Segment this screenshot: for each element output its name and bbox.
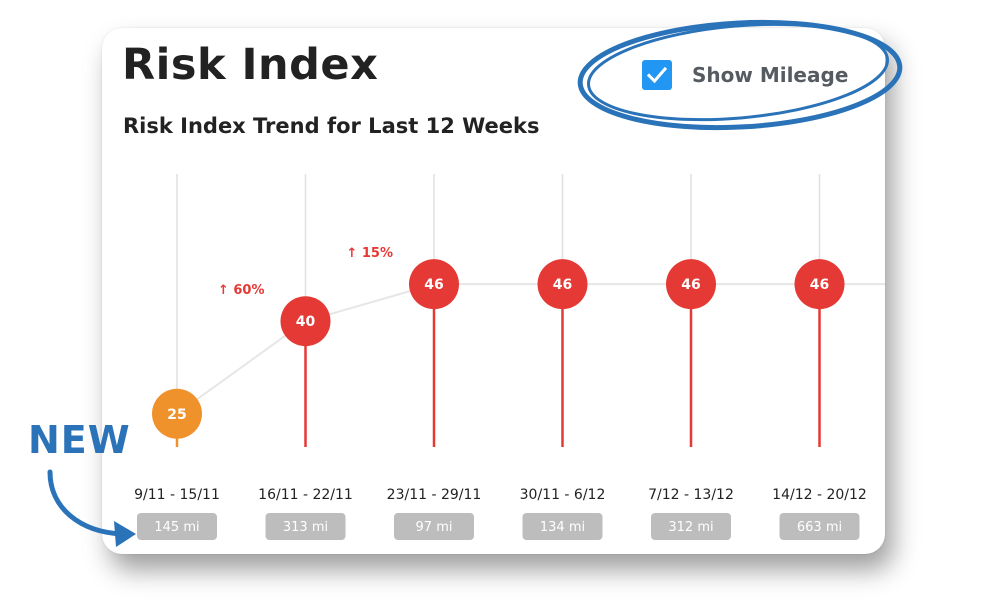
week-tick-label: 9/11 - 15/11 — [134, 487, 220, 503]
mileage-label: 663 mi — [797, 520, 842, 535]
risk-value-label: 40 — [296, 314, 316, 330]
mileage-pill — [651, 513, 731, 540]
risk-point[interactable] — [794, 259, 845, 310]
risk-point[interactable] — [666, 259, 716, 310]
risk-value-label: 46 — [424, 277, 443, 293]
risk-value-label: 46 — [681, 277, 700, 293]
week-tick-label: 30/11 - 6/12 — [520, 487, 606, 503]
new-annotation-label: NEW — [28, 418, 131, 462]
mileage-label: 134 mi — [540, 520, 585, 535]
mileage-pill — [522, 513, 603, 540]
mileage-label: 313 mi — [283, 520, 328, 535]
percent-change-label: ↑ 60% — [218, 283, 265, 298]
risk-point[interactable] — [537, 259, 588, 310]
risk-point[interactable] — [152, 388, 202, 439]
mileage-pill — [265, 513, 346, 540]
percent-change-label: ↑ 15% — [346, 246, 393, 261]
mileage-pill — [137, 513, 217, 540]
mileage-pill — [779, 513, 860, 540]
trend-line — [176, 283, 885, 415]
risk-point[interactable] — [280, 296, 331, 347]
mileage-label: 97 mi — [416, 520, 453, 535]
week-tick-label: 14/12 - 20/12 — [772, 487, 867, 503]
risk-point[interactable] — [409, 259, 459, 310]
risk-value-label: 25 — [167, 407, 186, 423]
chart-subtitle: Risk Index Trend for Last 12 Weeks — [123, 114, 540, 138]
page-title: Risk Index — [122, 40, 379, 90]
week-tick-label: 23/11 - 29/11 — [387, 487, 482, 503]
week-tick-label: 7/12 - 13/12 — [648, 487, 734, 503]
risk-index-card: Risk Index Risk Index Trend for Last 12 … — [102, 28, 885, 554]
risk-index-chart: 25 9/11 - 15/11 145 mi 40 16/11 - 22/11 313 m… — [134, 174, 885, 540]
mileage-label: 145 mi — [154, 520, 199, 535]
week-tick-label: 16/11 - 22/11 — [258, 487, 353, 503]
risk-value-label: 46 — [810, 277, 829, 293]
mileage-label: 312 mi — [668, 520, 713, 535]
mileage-pill — [394, 513, 474, 540]
risk-value-label: 46 — [553, 277, 572, 293]
